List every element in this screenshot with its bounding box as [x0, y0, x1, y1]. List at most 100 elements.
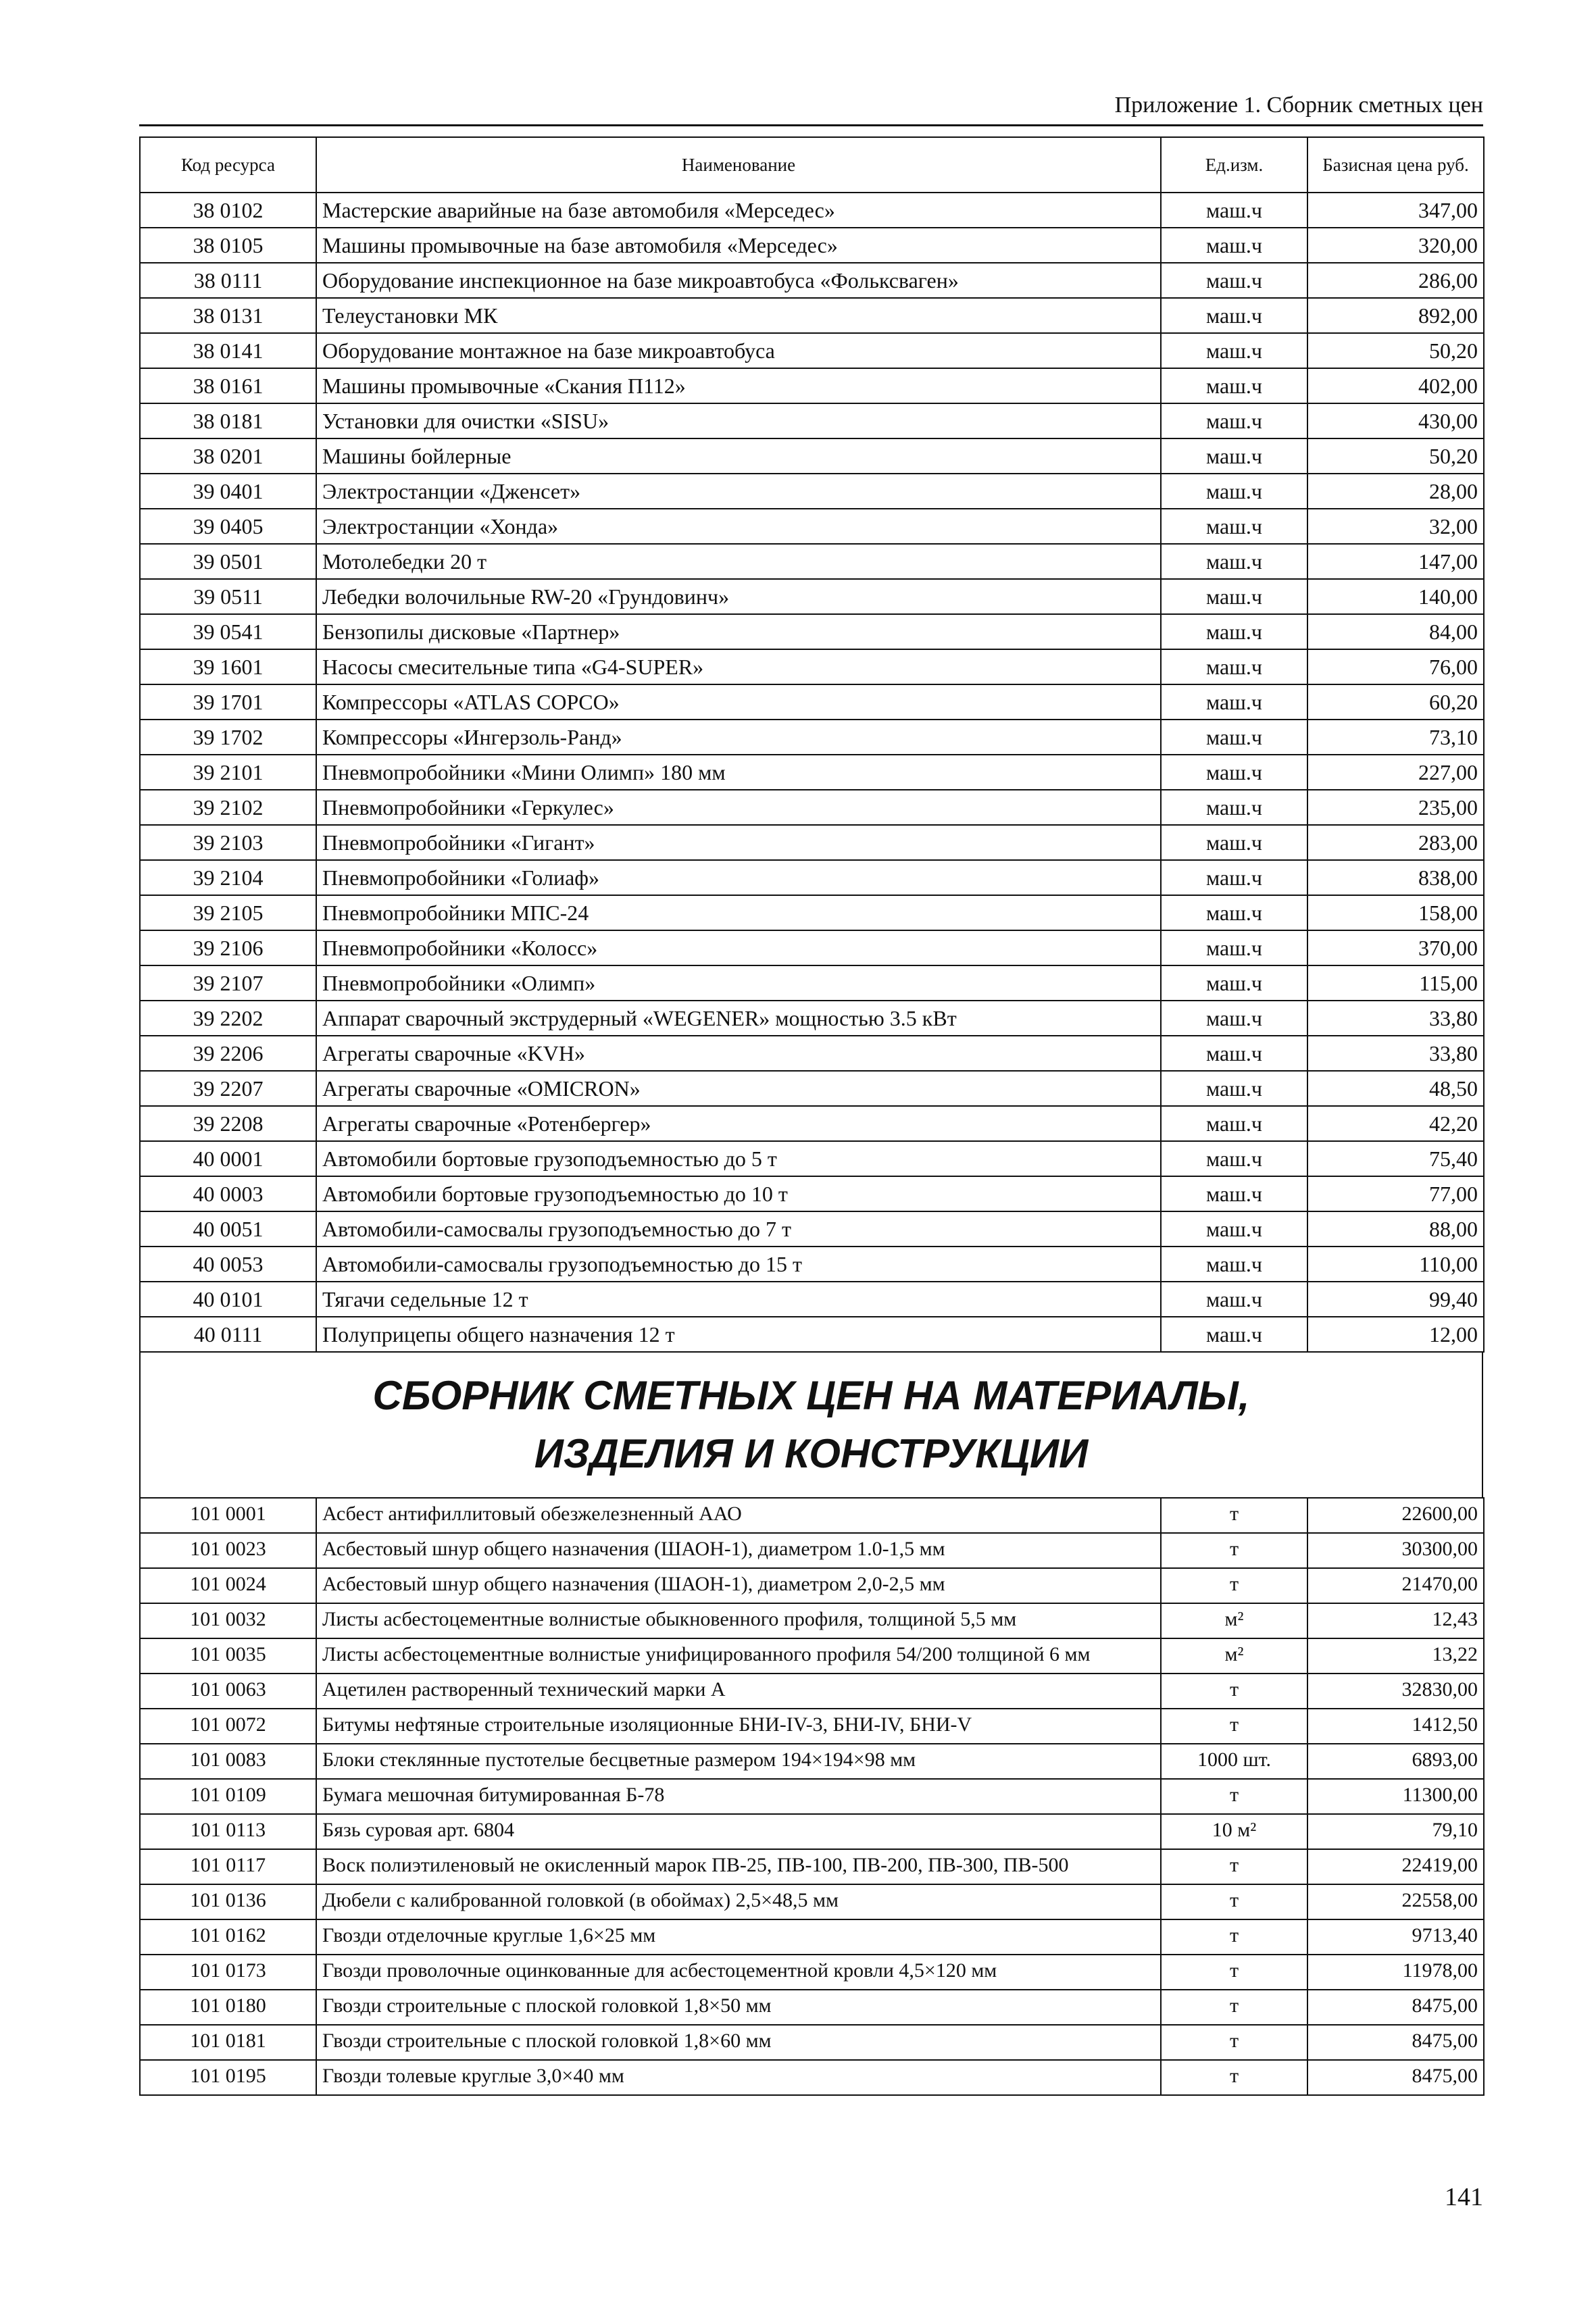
base-price: 32,00 [1307, 508, 1485, 545]
base-price: 283,00 [1307, 824, 1485, 861]
base-price: 79,10 [1307, 1813, 1485, 1850]
base-price: 22419,00 [1307, 1848, 1485, 1885]
table-row: 39 2103 Пневмопробойники «Гигант» маш.ч 283… [139, 824, 1485, 861]
item-name: Бумага мешочная битумированная Б-78 [316, 1778, 1162, 1815]
base-price: 99,40 [1307, 1281, 1485, 1317]
table-row: 101 0162 Гвозди отделочные круглые 1,6×25… [139, 1919, 1485, 1955]
table-row: 38 0181 Установки для очистки «SISU» маш.ч… [139, 403, 1485, 439]
resource-code: 38 0201 [139, 438, 317, 474]
resource-code: 101 0180 [139, 1989, 317, 2026]
item-name: Автомобили бортовые грузоподъемностью до… [316, 1176, 1162, 1212]
table-row: 39 0511 Лебедки волочильные RW-20 «Грундо… [139, 578, 1485, 615]
table-row: 39 0405 Электростанции «Хонда» маш.ч 32,00 [139, 508, 1485, 545]
item-name: Лебедки волочильные RW-20 «Грундовинч» [316, 578, 1162, 615]
table-row: 101 0109 Бумага мешочная битумированная Б… [139, 1778, 1485, 1815]
table-row: 40 0001 Автомобили бортовые грузоподъемно… [139, 1140, 1485, 1177]
resource-code: 39 1702 [139, 719, 317, 755]
base-price: 8475,00 [1307, 2024, 1485, 2061]
item-name: Асбестовый шнур общего назначения (ШАОН-… [316, 1532, 1162, 1569]
resource-code: 101 0109 [139, 1778, 317, 1815]
unit: т [1160, 2024, 1308, 2061]
item-name: Бязь суровая арт. 6804 [316, 1813, 1162, 1850]
unit: маш.ч [1160, 1281, 1308, 1317]
unit: маш.ч [1160, 649, 1308, 685]
resource-code: 101 0001 [139, 1497, 317, 1534]
base-price: 75,40 [1307, 1140, 1485, 1177]
item-name: Листы асбестоцементные волнистые обыкнов… [316, 1603, 1162, 1639]
table-row: 38 0105 Машины промывочные на базе автомо… [139, 227, 1485, 263]
table-row: 38 0161 Машины промывочные «Скания П112» м… [139, 368, 1485, 404]
base-price: 48,50 [1307, 1070, 1485, 1107]
unit: маш.ч [1160, 824, 1308, 861]
item-name: Битумы нефтяные строительные изоляционны… [316, 1708, 1162, 1744]
unit: т [1160, 1989, 1308, 2026]
section-title: СБОРНИК СМЕТНЫХ ЦЕН НА МАТЕРИАЛЫ, ИЗДЕЛИ… [139, 1353, 1483, 1497]
base-price: 140,00 [1307, 578, 1485, 615]
unit: 1000 шт. [1160, 1743, 1308, 1780]
unit: т [1160, 1532, 1308, 1569]
base-price: 21470,00 [1307, 1567, 1485, 1604]
item-name: Мастерские аварийные на базе автомобиля … [316, 192, 1162, 228]
base-price: 110,00 [1307, 1246, 1485, 1282]
table-row: 101 0024 Асбестовый шнур общего назначени… [139, 1567, 1485, 1604]
unit: маш.ч [1160, 1070, 1308, 1107]
table-row: 101 0173 Гвозди проволочные оцинкованные … [139, 1954, 1485, 1990]
table-row: 101 0001 Асбест антифиллитовый обезжелезн… [139, 1497, 1485, 1534]
table-row: 101 0180 Гвозди строительные с плоской го… [139, 1989, 1485, 2026]
base-price: 33,80 [1307, 1000, 1485, 1036]
unit: м² [1160, 1603, 1308, 1639]
item-name: Пневмопробойники «Голиаф» [316, 859, 1162, 896]
resource-code: 39 2206 [139, 1035, 317, 1072]
resource-code: 39 2106 [139, 930, 317, 966]
resource-code: 40 0053 [139, 1246, 317, 1282]
unit: маш.ч [1160, 965, 1308, 1001]
resource-code: 38 0102 [139, 192, 317, 228]
base-price: 227,00 [1307, 754, 1485, 790]
item-name: Пневмопробойники «Олимп» [316, 965, 1162, 1001]
item-name: Установки для очистки «SISU» [316, 403, 1162, 439]
resource-code: 40 0003 [139, 1176, 317, 1212]
unit: т [1160, 2059, 1308, 2096]
item-name: Агрегаты сварочные «OMICRON» [316, 1070, 1162, 1107]
item-name: Оборудование монтажное на базе микроавто… [316, 332, 1162, 369]
unit: маш.ч [1160, 1035, 1308, 1072]
resource-code: 39 2208 [139, 1105, 317, 1142]
base-price: 13,22 [1307, 1638, 1485, 1674]
table-row: 39 1701 Компрессоры «ATLAS COPCO» маш.ч 60,… [139, 684, 1485, 720]
base-price: 1412,50 [1307, 1708, 1485, 1744]
price-table: Код ресурса Наименование Ед.изм. Базисная ц… [139, 136, 1485, 1353]
item-name: Оборудование инспекционное на базе микро… [316, 262, 1162, 299]
base-price: 22558,00 [1307, 1884, 1485, 1920]
unit: маш.ч [1160, 684, 1308, 720]
unit: маш.ч [1160, 508, 1308, 545]
base-price: 50,20 [1307, 332, 1485, 369]
base-price: 77,00 [1307, 1176, 1485, 1212]
base-price: 9713,40 [1307, 1919, 1485, 1955]
unit: т [1160, 1919, 1308, 1955]
table-row: 101 0035 Листы асбестоцементные волнистые… [139, 1638, 1485, 1674]
table-row: 101 0063 Ацетилен растворенный технически… [139, 1673, 1485, 1709]
base-price: 33,80 [1307, 1035, 1485, 1072]
resource-code: 38 0111 [139, 262, 317, 299]
base-price: 84,00 [1307, 613, 1485, 650]
resource-code: 39 2105 [139, 895, 317, 931]
table-row: 101 0032 Листы асбестоцементные волнистые… [139, 1603, 1485, 1639]
item-name: Машины промывочные на базе автомобиля «М… [316, 227, 1162, 263]
table-header: Код ресурса Наименование Ед.изм. Базисная ц… [139, 136, 1485, 193]
item-name: Гвозди строительные с плоской головкой 1… [316, 1989, 1162, 2026]
base-price: 76,00 [1307, 649, 1485, 685]
running-header: Приложение 1. Сборник сметных цен [139, 86, 1483, 126]
unit: м² [1160, 1638, 1308, 1674]
base-price: 320,00 [1307, 227, 1485, 263]
item-name: Пневмопробойники «Мини Олимп» 180 мм [316, 754, 1162, 790]
resource-code: 39 1701 [139, 684, 317, 720]
resource-code: 38 0105 [139, 227, 317, 263]
unit: маш.ч [1160, 789, 1308, 826]
content: Код ресурса Наименование Ед.изм. Базисная ц… [139, 136, 1485, 2096]
unit: маш.ч [1160, 1176, 1308, 1212]
unit: маш.ч [1160, 895, 1308, 931]
base-price: 88,00 [1307, 1211, 1485, 1247]
item-name: Бензопилы дисковые «Партнер» [316, 613, 1162, 650]
item-name: Гвозди толевые круглые 3,0×40 мм [316, 2059, 1162, 2096]
